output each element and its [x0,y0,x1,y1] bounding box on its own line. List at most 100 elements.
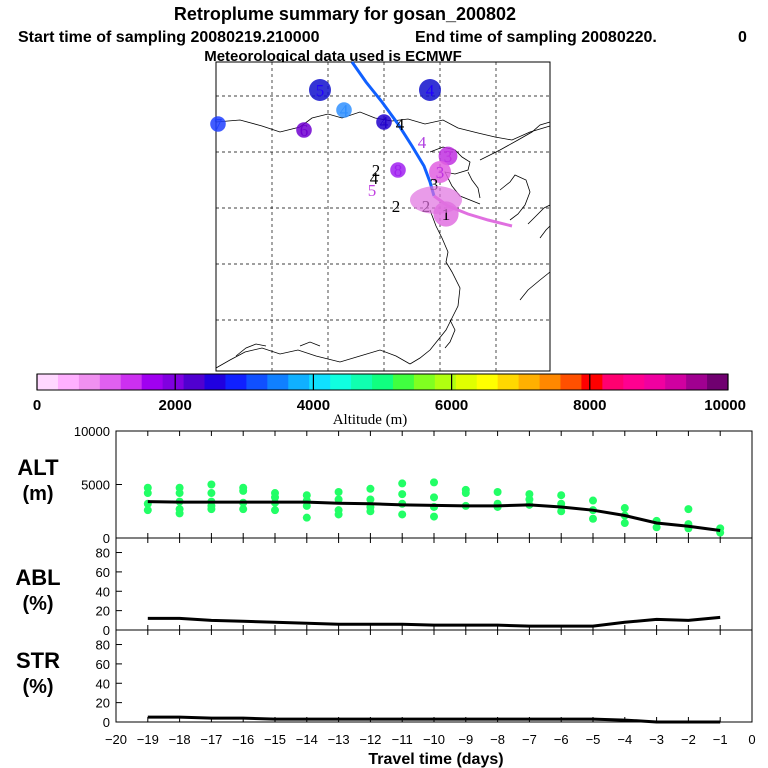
x-tick-label: −17 [200,732,222,747]
coastline [467,171,481,199]
alt-point [239,486,248,495]
x-tick-label: −10 [423,732,445,747]
x-tick-label: −11 [392,732,413,747]
colorbar-swatch [37,374,59,390]
panel-frame [115,629,753,723]
colorbar-swatch [581,374,603,390]
cluster-label: 3 [430,175,439,194]
alt-point [143,489,152,498]
alt-point [620,504,629,513]
alt-point [334,487,343,496]
y-tick-label: 80 [96,638,110,653]
coastline [409,209,461,365]
x-tick-label: −9 [458,732,473,747]
colorbar-swatch [330,374,352,390]
alt-point [175,509,184,518]
cluster-label: 2 [392,197,401,216]
y-tick-label: 0 [103,715,110,730]
colorbar-swatch [644,374,666,390]
colorbar-swatch [686,374,708,390]
colorbar-swatch [539,374,561,390]
met-data-label: Meteorological data used is ECMWF [204,48,462,65]
y-tick-label: 20 [96,604,110,619]
cluster-dot [390,162,406,178]
map-panel: 544764443284533221 [210,61,551,372]
alt-point [366,495,375,504]
alt-point [175,489,184,498]
x-tick-label: −16 [232,732,254,747]
alt-point [589,514,597,523]
cluster-label: 8 [394,161,403,180]
x-tick-label: −3 [649,732,664,747]
cluster-label: 4 [418,133,427,152]
cluster-dot [309,79,331,101]
alt-point [302,501,311,510]
colorbar-swatch [141,374,164,390]
alt-point [652,523,661,532]
x-tick-label: −8 [490,732,505,747]
colorbar-swatch [288,374,310,390]
colorbar-tick-label: 2000 [159,397,192,414]
cluster-dot [429,161,451,183]
alt-point [430,478,438,487]
end-time-value: 0 [738,29,747,46]
panel-str: 0 20 40 60 80 STR (%) [16,629,753,730]
panel-unit-str: (%) [22,676,53,698]
str-line [147,715,721,724]
start-time-label: Start time of sampling 20080219.210000 [18,29,320,46]
colorbar-swatch [78,374,101,390]
coastline [527,204,551,225]
alt-point [684,505,693,514]
panel-label-alt: ALT [17,455,59,480]
colorbar-tick-label: 8000 [573,397,606,414]
colorbar-swatch [455,374,478,390]
alt-point [334,510,343,519]
x-tick-label: −18 [169,732,191,747]
x-tick-label: −2 [681,732,696,747]
colorbar-swatch [707,374,729,390]
cluster-label: 5 [316,81,325,100]
cluster-dot [210,116,226,132]
cluster-label: 1 [442,205,451,224]
x-tick-label: −1 [713,732,728,747]
cluster-label: 4 [426,81,435,100]
colorbar-swatch [497,374,520,390]
alt-point [334,495,343,504]
colorbar-swatch [392,374,415,390]
x-tick-label: −7 [522,732,537,747]
cluster-markers: 544764443284533221 [210,79,462,227]
y-tick-label: 40 [96,676,110,691]
trajectory-early-segment [350,61,436,197]
x-tick-label: −20 [105,732,127,747]
alt-point [143,506,152,515]
colorbar-swatch [623,374,645,390]
colorbar-swatch [57,374,80,390]
colorbar-swatch [602,374,624,390]
abl-line [147,615,721,628]
cluster-label: 2 [372,161,381,180]
colorbar-swatch [560,374,582,390]
colorbar-tick-label: 6000 [435,397,468,414]
colorbar-tick-label: 4000 [297,397,330,414]
cluster-label: 3 [436,163,445,182]
cluster-label: 4 [380,113,389,132]
figure-title: Retroplume summary for gosan_200802 [174,4,516,24]
cluster-label: 5 [368,181,377,200]
panel-unit-alt: (m) [22,483,53,505]
colorbar-swatch [120,374,143,390]
alt-point [271,506,279,515]
alt-point [207,489,216,498]
alt-point [366,507,375,516]
x-tick-label: −12 [359,732,381,747]
cluster-dot [419,79,441,101]
cluster-label: 4 [340,101,349,120]
x-tick-label: −13 [328,732,350,747]
cluster-dot [296,122,312,138]
altitude-colorbar: 0 2000 4000 6000 8000 10000 [33,373,746,414]
cluster-label: 4 [370,169,379,188]
y-tick-label: 80 [96,546,110,561]
panel-abl: 0 20 40 60 80 ABL (%) [15,537,753,638]
x-axis-label: Travel time (days) [368,751,503,768]
alt-point [239,505,248,514]
